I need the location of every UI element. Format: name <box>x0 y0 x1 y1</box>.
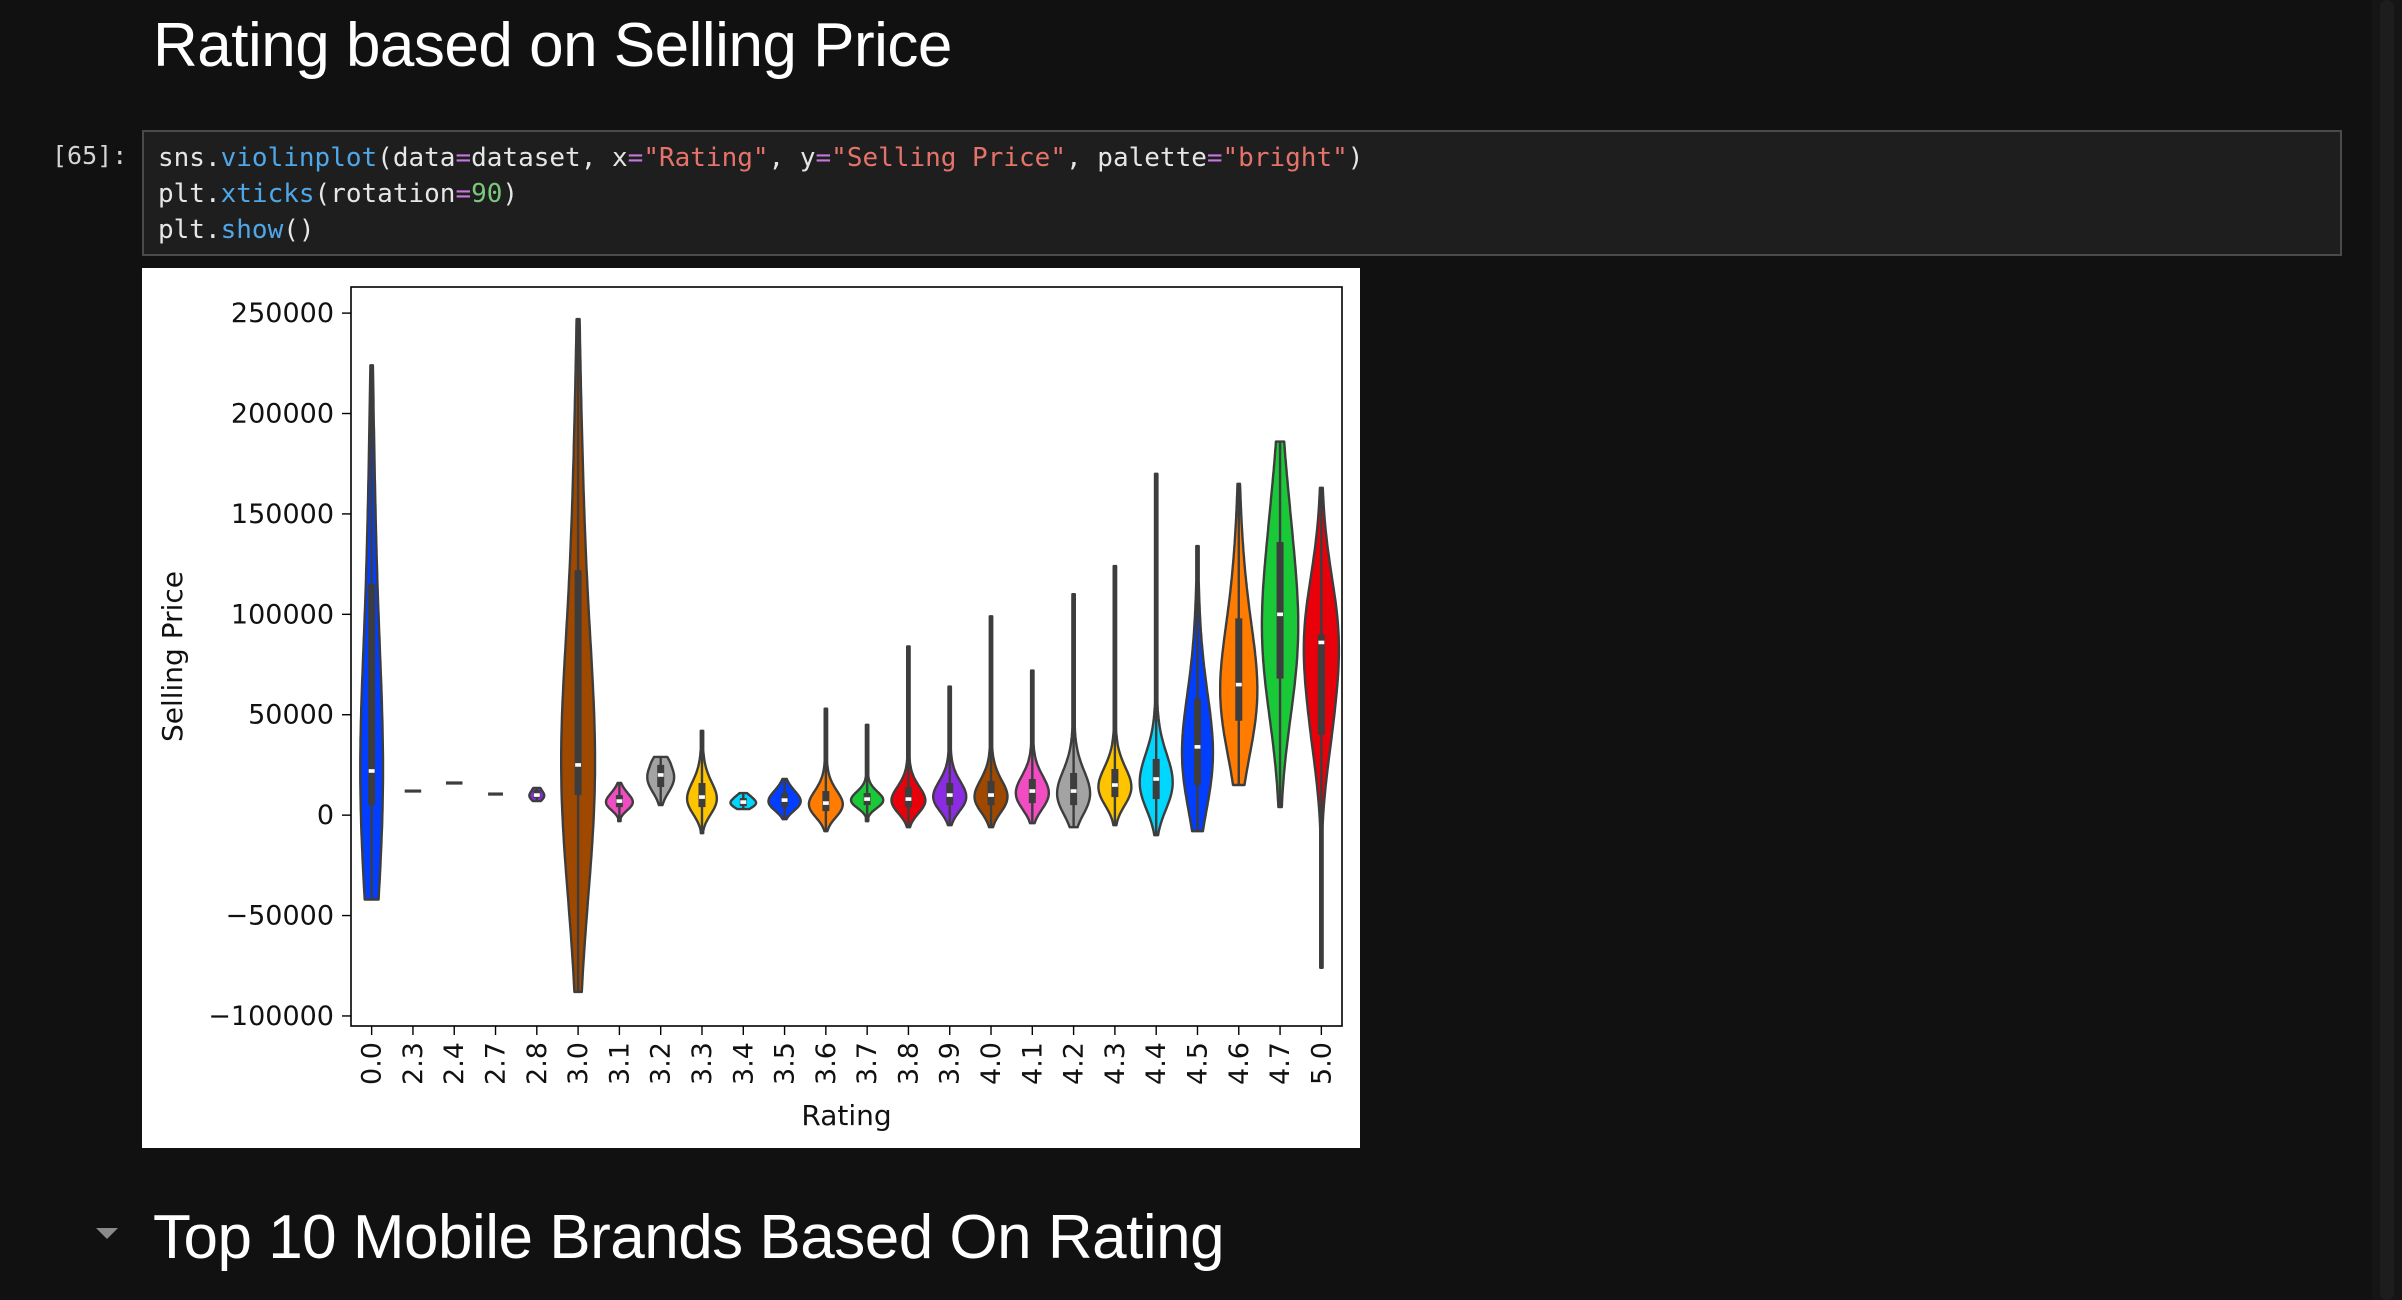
cell-execution-count: [65]: <box>52 141 128 170</box>
code-cell-editor[interactable]: sns.violinplot(data=dataset, x="Rating",… <box>142 130 2342 256</box>
code-token: "bright" <box>1222 143 1348 173</box>
code-token: rotation <box>330 179 456 209</box>
code-token: palette <box>1097 143 1207 173</box>
violin-box <box>987 781 995 806</box>
y-tick-label: 150000 <box>231 499 334 530</box>
code-token: sns <box>158 143 205 173</box>
x-tick-label: 3.0 <box>563 1042 594 1085</box>
x-tick-label: 2.4 <box>439 1042 470 1085</box>
code-token: "Selling Price" <box>831 143 1066 173</box>
violin-box <box>574 570 582 796</box>
violin-box <box>368 584 376 806</box>
code-token: xticks <box>220 179 315 209</box>
x-tick-label: 3.5 <box>770 1042 801 1085</box>
code-token: x <box>612 143 628 173</box>
plot-frame <box>350 286 1343 1027</box>
y-tick-label: −100000 <box>208 1001 334 1032</box>
x-axis-label: Rating <box>801 1099 891 1132</box>
code-token: data <box>392 143 456 173</box>
cell-output-chart: −100000 −50000 0 50000 100000 150000 200000 250… <box>142 268 1360 1148</box>
x-tick-label: 2.8 <box>522 1042 553 1085</box>
code-token: "Rating" <box>643 143 769 173</box>
violin-box <box>1193 698 1201 786</box>
x-tick-label: 4.0 <box>976 1042 1007 1085</box>
x-tick-label: 4.1 <box>1017 1042 1048 1085</box>
violin-box <box>698 783 706 808</box>
x-tick-label: 3.8 <box>893 1042 924 1085</box>
x-tick-label: 4.7 <box>1265 1042 1296 1085</box>
violin-box <box>1235 618 1243 721</box>
y-tick-label: −50000 <box>225 901 334 932</box>
scrollbar-thumb[interactable] <box>2380 0 2394 1300</box>
violin-box <box>1276 542 1284 679</box>
x-tick-label: 5.0 <box>1306 1042 1337 1085</box>
x-tick-label: 2.3 <box>398 1042 429 1085</box>
code-token: plt <box>158 179 205 209</box>
x-tick-label: 3.7 <box>852 1042 883 1085</box>
x-tick-label: 4.4 <box>1141 1042 1172 1085</box>
x-tick-label: 4.2 <box>1059 1042 1090 1085</box>
code-token: dataset <box>471 143 581 173</box>
scrollbar[interactable] <box>2372 0 2402 1300</box>
violin-box <box>822 791 830 812</box>
violin-box <box>1317 634 1325 735</box>
violin-chart: −100000 −50000 0 50000 100000 150000 200000 250… <box>156 286 1343 1132</box>
violin-box <box>1111 768 1119 798</box>
x-tick-label: 4.3 <box>1100 1042 1131 1085</box>
x-tick-label: 3.6 <box>811 1042 842 1085</box>
y-tick-label: 250000 <box>231 298 334 329</box>
section-heading: Rating based on Selling Price <box>153 11 952 80</box>
x-tick-label: 3.1 <box>604 1042 635 1085</box>
y-axis-label: Selling Price <box>156 571 189 742</box>
collapse-caret-icon[interactable] <box>96 1228 118 1239</box>
code-token: plt <box>158 215 205 245</box>
code-token: 90 <box>471 179 503 209</box>
x-tick-label: 3.3 <box>687 1042 718 1085</box>
code-token: show <box>220 215 284 245</box>
x-tick-label: 3.2 <box>646 1042 677 1085</box>
x-tick-label: 3.9 <box>935 1042 966 1085</box>
violin-box <box>904 787 912 808</box>
y-tick-label: 50000 <box>248 700 334 731</box>
x-tick-label: 3.4 <box>728 1042 759 1085</box>
x-tick-label: 4.6 <box>1224 1042 1255 1085</box>
x-tick-label: 2.7 <box>481 1042 512 1085</box>
y-tick-label: 200000 <box>231 399 334 430</box>
code-token: violinplot <box>220 143 378 173</box>
code-token: y <box>799 143 816 173</box>
violin-box <box>1070 772 1078 806</box>
next-section-heading: Top 10 Mobile Brands Based On Rating <box>153 1203 1225 1272</box>
x-tick-label: 0.0 <box>357 1042 388 1085</box>
x-tick-label: 4.5 <box>1182 1042 1213 1085</box>
y-tick-label: 0 <box>317 800 334 831</box>
y-tick-label: 100000 <box>231 599 334 630</box>
